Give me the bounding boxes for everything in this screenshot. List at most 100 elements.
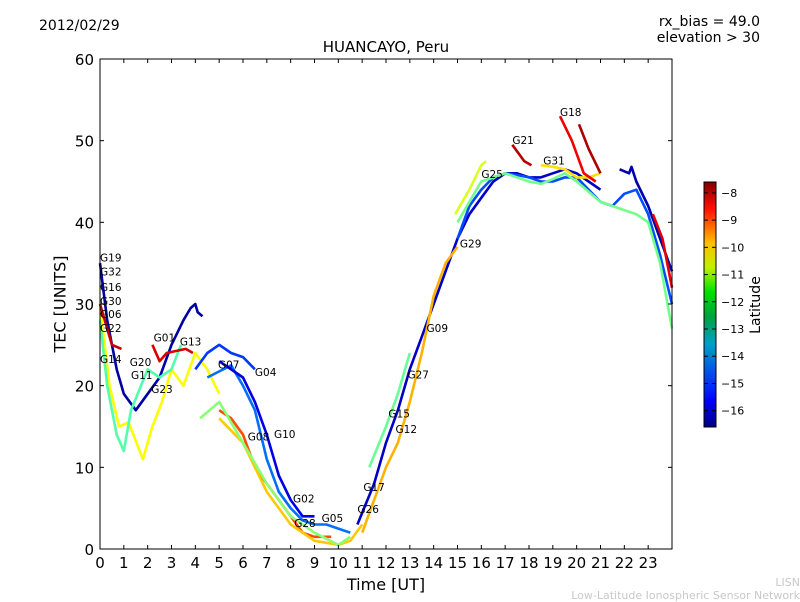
x-tick-label: 11: [353, 554, 372, 572]
y-tick-label: 0: [84, 541, 94, 559]
x-tick-label: 0: [95, 554, 105, 572]
credit-lisn: LISN: [775, 576, 800, 589]
x-tick-label: 17: [496, 554, 515, 572]
prn-label: G30: [100, 296, 122, 308]
prn-label: G02: [293, 493, 315, 505]
y-tick-label: 10: [75, 459, 94, 477]
y-tick-label: 60: [75, 51, 94, 69]
prn-label: G16: [100, 282, 122, 294]
colorbar-tick-label: −12: [721, 296, 744, 309]
x-tick-label: 8: [286, 554, 296, 572]
x-tick-label: 21: [591, 554, 610, 572]
x-tick-label: 4: [191, 554, 201, 572]
prn-label: G26: [357, 504, 379, 516]
prn-label: G22: [100, 323, 122, 335]
tec-series-10: [199, 400, 352, 547]
chart-title: HUANCAYO, Peru: [322, 38, 450, 56]
tec-series-22: [651, 213, 674, 288]
prn-label: G10: [274, 429, 296, 441]
tec-series-14: [453, 160, 487, 215]
prn-label: G09: [427, 323, 449, 335]
prn-label: G01: [154, 333, 176, 345]
tec-series-18: [511, 144, 533, 167]
x-tick-label: 12: [376, 554, 395, 572]
x-tick-label: 6: [238, 554, 248, 572]
prn-label: G08: [248, 431, 270, 443]
prn-label: G11: [131, 370, 153, 382]
prn-label: G06: [100, 309, 122, 321]
x-tick-label: 2: [143, 554, 153, 572]
y-tick-label: 40: [75, 214, 94, 232]
prn-label: G28: [294, 518, 316, 530]
colorbar-tick-label: −8: [721, 187, 737, 200]
x-tick-label: 5: [214, 554, 224, 572]
prn-label: G27: [407, 369, 429, 381]
x-tick-label: 23: [639, 554, 658, 572]
date-label: 2012/02/29: [39, 18, 120, 34]
prn-label: G12: [396, 424, 418, 436]
colorbar-tick-label: −14: [721, 350, 744, 363]
tec-series-19: [558, 115, 597, 183]
colorbar-ticks: −8 −9 −10 −11 −12 −13 −14 −15 −16: [704, 187, 744, 418]
colorbar: [703, 181, 717, 428]
x-tick-label: 20: [567, 554, 586, 572]
prn-label: G32: [100, 266, 122, 278]
colorbar-tick-label: −10: [721, 241, 744, 254]
x-tick-label: 18: [519, 554, 538, 572]
x-tick-label: 13: [400, 554, 419, 572]
prn-label: G17: [363, 482, 385, 494]
tec-series-16: [456, 172, 674, 329]
x-tick-label: 16: [472, 554, 491, 572]
x-tick-label: 10: [329, 554, 348, 572]
rx-bias-label: rx_bias = 49.0: [658, 14, 760, 30]
tec-series-6: [206, 363, 351, 534]
prn-label: G18: [560, 107, 582, 119]
prn-label: G07: [218, 360, 240, 372]
tec-series-15: [456, 172, 674, 305]
axis-layer: 0 1 2 3 4 5 6 7 8 9 10 11 12 13 14 15 16 17 18 19 20 21 22 2301…: [75, 51, 672, 572]
prn-label: G25: [481, 169, 503, 181]
y-tick-label: 20: [75, 378, 94, 396]
prn-label: G15: [388, 409, 410, 421]
series-layer: [98, 115, 674, 547]
prn-label: G31: [543, 155, 565, 167]
tec-series-12: [360, 246, 459, 534]
tec-series-13: [368, 352, 412, 468]
tec-series-4: [151, 344, 194, 363]
tec-series-21: [619, 165, 674, 272]
x-tick-label: 7: [262, 554, 272, 572]
colorbar-tick-label: −13: [721, 323, 744, 336]
x-tick-label: 19: [543, 554, 562, 572]
prn-label: G19: [100, 253, 122, 265]
x-tick-label: 1: [119, 554, 129, 572]
y-tick-label: 30: [75, 296, 94, 314]
prn-label: G20: [130, 357, 152, 369]
tec-series-2: [98, 320, 183, 453]
elevation-label: elevation > 30: [656, 30, 760, 46]
tec-series-11: [356, 168, 602, 525]
colorbar-tick-label: −15: [721, 377, 744, 390]
colorbar-tick-label: −9: [721, 214, 737, 227]
tec-series-20: [577, 123, 602, 174]
prn-label: G29: [460, 239, 482, 251]
colorbar-tick-label: −11: [721, 269, 744, 282]
prn-label: G23: [151, 384, 173, 396]
prn-label: G04: [255, 367, 277, 379]
x-tick-label: 22: [615, 554, 634, 572]
x-tick-label: 3: [167, 554, 177, 572]
credit-network: Low-Latitude Ionospheric Sensor Network: [571, 589, 800, 602]
x-tick-label: 9: [310, 554, 320, 572]
x-tick-label: 14: [424, 554, 443, 572]
tec-series-5: [194, 343, 256, 371]
colorbar-tick-label: −16: [721, 405, 744, 418]
plot-frame: [99, 58, 673, 550]
y-tick-label: 50: [75, 133, 94, 151]
x-axis-label: Time [UT]: [346, 575, 426, 594]
prn-label: G05: [322, 513, 344, 525]
prn-label: G14: [100, 354, 122, 366]
tec-series-7: [218, 360, 315, 518]
tec-series-3: [98, 303, 123, 351]
prn-label: G21: [512, 135, 534, 147]
